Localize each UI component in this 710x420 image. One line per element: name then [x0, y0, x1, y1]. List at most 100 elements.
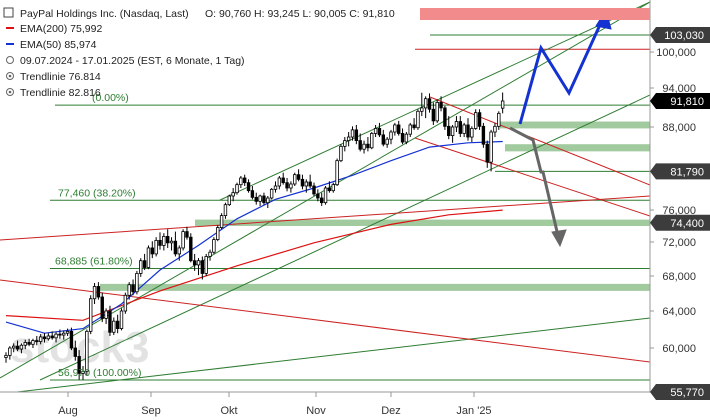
candle-body — [439, 102, 443, 109]
y-tick-label: 88,000 — [662, 122, 696, 134]
candle-body — [246, 182, 251, 192]
candle-body — [150, 247, 154, 255]
candle-body — [412, 124, 416, 129]
fib-level-label: (0.00%) — [92, 92, 129, 104]
price-tag-bg — [650, 163, 710, 180]
x-tick-label: Aug — [58, 405, 78, 417]
candle-body — [31, 340, 35, 345]
candle-body — [481, 125, 486, 145]
candle-body — [15, 345, 20, 350]
candles-layer — [4, 92, 505, 380]
candle-body — [296, 174, 301, 180]
candle-body — [8, 347, 12, 356]
ema-layer — [5, 140, 503, 334]
candle-body — [108, 310, 112, 333]
candle-body — [231, 192, 235, 197]
candle-body — [366, 143, 370, 149]
candle-body — [242, 177, 247, 184]
fib-level-label: 77,460 (38.20%) — [58, 187, 136, 199]
candle-body — [454, 121, 459, 128]
candle-body — [27, 342, 31, 345]
candle-body — [189, 236, 193, 262]
candle-body — [181, 231, 185, 249]
candle-body — [470, 128, 474, 138]
candle-body — [420, 107, 424, 112]
candle-body — [165, 235, 170, 244]
calendar-icon — [6, 56, 14, 64]
candle-body — [416, 110, 420, 129]
candle-body — [96, 286, 101, 298]
candle-body — [385, 138, 389, 145]
candle-body — [354, 129, 359, 142]
support-zone — [195, 219, 650, 226]
candle-body — [258, 195, 262, 202]
candle-body — [300, 178, 305, 187]
candle-body — [50, 335, 54, 339]
candle-body — [281, 177, 285, 184]
trendline — [429, 96, 650, 186]
candle-body — [423, 98, 428, 109]
candle-body — [154, 239, 158, 255]
candle-body — [450, 126, 455, 137]
candle-body — [123, 294, 128, 312]
trendline-icon-dot — [8, 74, 12, 78]
candle-body — [19, 344, 24, 350]
candle-body — [269, 188, 274, 199]
candle-body — [42, 336, 47, 340]
candle-body — [54, 333, 58, 339]
candle-body — [65, 330, 70, 334]
x-axis-ticks: Aug Sep Okt Nov Dez Jan '25 — [58, 392, 492, 417]
candle-body — [466, 124, 470, 138]
candle-body — [362, 143, 366, 150]
trendline-icon — [6, 72, 14, 80]
candle-body — [104, 310, 108, 319]
candle-body — [408, 124, 412, 135]
candle-body — [208, 251, 212, 257]
candle-body — [192, 260, 197, 266]
candle-body — [135, 273, 139, 293]
legend-ema200: EMA(200) 75,992 — [20, 23, 102, 35]
trendline — [414, 137, 650, 217]
candle-body — [389, 131, 393, 140]
price-tag-bg — [650, 214, 710, 231]
candle-body — [493, 125, 497, 133]
candle-body — [77, 356, 81, 374]
price-tag-label: 74,400 — [670, 218, 704, 230]
x-tick-label: Sep — [141, 405, 161, 417]
support-zone — [500, 121, 650, 129]
fib-level-label: 56,970 (100.00%) — [58, 367, 141, 379]
candle-body — [473, 112, 478, 129]
price-tag-bg — [650, 93, 710, 109]
candle-body — [11, 345, 16, 349]
zones-layer — [100, 121, 650, 291]
bearish-scenario-arrow — [509, 126, 561, 241]
candle-body — [35, 340, 39, 343]
ema200-line — [5, 209, 503, 321]
candle-body — [235, 184, 239, 194]
y-axis-ticks: 100,000 94,000 88,000 76,000 72,000 68,000 64,… — [650, 47, 696, 355]
candle-body — [62, 332, 66, 336]
candle-body — [250, 190, 255, 198]
candle-body — [38, 336, 43, 342]
y-tick-label: 76,000 — [662, 205, 696, 217]
candle-body — [343, 140, 347, 147]
candle-body — [497, 112, 501, 127]
candle-body — [335, 160, 339, 186]
price-tag-bg — [650, 384, 710, 400]
candle-body — [196, 260, 201, 266]
candle-body — [381, 134, 385, 145]
legend: PayPal Holdings Inc. (Nasdaq, Last) O: 9… — [3, 7, 650, 99]
candle-body — [404, 133, 409, 143]
trendline — [0, 279, 650, 363]
price-tag-label: 103,030 — [664, 30, 704, 42]
candle-body — [485, 143, 489, 163]
candle-body — [377, 128, 382, 136]
y-tick-label: 68,000 — [662, 271, 696, 283]
candle-body — [177, 247, 181, 255]
candle-body — [327, 187, 332, 192]
candle-body — [373, 128, 378, 134]
x-tick-label: Dez — [381, 405, 401, 417]
candle-body — [119, 310, 124, 329]
candle-body — [46, 335, 51, 340]
